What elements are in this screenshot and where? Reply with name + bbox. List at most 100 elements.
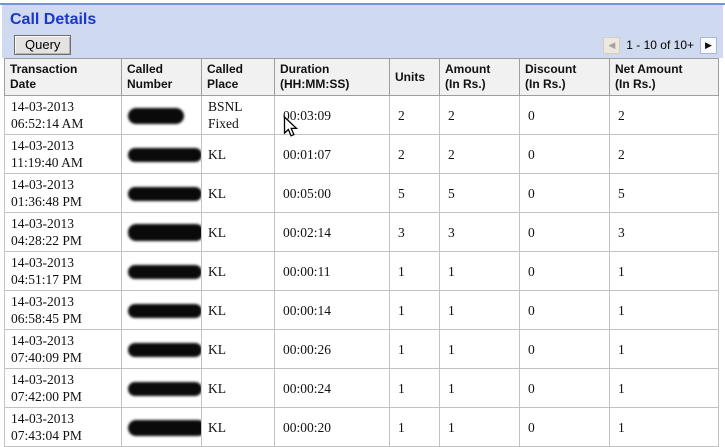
cell-transaction-date: 14-03-2013 07:42:00 PM [4,368,122,408]
cell-duration: 00:00:20 [274,407,390,447]
pagination-range-label: 1 - 10 of 10+ [626,38,694,52]
cell-units: 1 [389,329,440,369]
table-row: 14-03-2013 06:58:45 PM KL 00:00:14 1 1 0 1 [4,290,719,330]
cell-amount: 2 [439,95,520,135]
cell-transaction-date: 14-03-2013 11:19:40 AM [4,134,122,174]
cell-called-number [121,368,202,408]
next-page-button[interactable]: ▶ [700,36,717,54]
cell-amount: 3 [439,212,520,252]
cell-called-number [121,173,202,213]
cell-transaction-date: 14-03-2013 06:52:14 AM [4,95,122,135]
cell-duration: 00:00:11 [274,251,390,291]
cell-transaction-date: 14-03-2013 07:40:09 PM [4,329,122,369]
table-row: 14-03-2013 07:40:09 PM KL 00:00:26 1 1 0 1 [4,329,719,369]
header-band: Call Details Query ◀ 1 - 10 of 10+ ▶ [2,5,723,58]
cell-place: KL [201,251,275,291]
cell-units: 1 [389,290,440,330]
column-header-amount: Amount (In Rs.) [439,58,520,96]
column-header-discount: Discount (In Rs.) [519,58,610,96]
cell-net-amount: 2 [609,95,719,135]
cell-duration: 00:00:24 [274,368,390,408]
cell-place: KL [201,173,275,213]
right-triangle-icon: ▶ [705,39,712,50]
cell-amount: 2 [439,134,520,174]
cell-net-amount: 1 [609,368,719,408]
table-row: 14-03-2013 07:43:04 PM KL 00:00:20 1 1 0 1 [4,407,719,447]
cell-place: KL [201,329,275,369]
cell-duration: 00:00:14 [274,290,390,330]
cell-units: 1 [389,251,440,291]
cell-units: 1 [389,368,440,408]
table-row: 14-03-2013 06:52:14 AM BSNL Fixed 00:03:09 2… [4,95,719,135]
column-header-units: Units [389,58,440,96]
cell-discount: 0 [519,407,610,447]
cell-duration: 00:05:00 [274,173,390,213]
cell-units: 3 [389,212,440,252]
cell-place: KL [201,290,275,330]
redacted-number-blob [128,148,201,163]
cell-net-amount: 2 [609,134,719,174]
redacted-number-blob [128,107,184,124]
cell-transaction-date: 14-03-2013 06:58:45 PM [4,290,122,330]
cell-called-number [121,290,202,330]
column-header-called-number: Called Number [121,58,202,96]
cell-net-amount: 1 [609,290,719,330]
cell-amount: 1 [439,329,520,369]
query-button[interactable]: Query [14,35,72,55]
table-body: 14-03-2013 06:52:14 AM BSNL Fixed 00:03:09 2… [4,95,719,447]
column-header-duration: Duration (HH:MM:SS) [274,58,390,96]
top-divider-line [0,3,725,5]
pagination: ◀ 1 - 10 of 10+ ▶ [603,36,717,54]
cell-units: 1 [389,407,440,447]
cell-place: BSNL Fixed [201,95,275,135]
table-row: 14-03-2013 07:42:00 PM KL 00:00:24 1 1 0 1 [4,368,719,408]
cell-transaction-date: 14-03-2013 07:43:04 PM [4,407,122,447]
page-title: Call Details [10,11,97,28]
cell-units: 2 [389,134,440,174]
cell-discount: 0 [519,251,610,291]
table-row: 14-03-2013 11:19:40 AM KL 00:01:07 2 2 0 2 [4,134,719,174]
cell-called-number [121,212,202,252]
table-row: 14-03-2013 04:51:17 PM KL 00:00:11 1 1 0 1 [4,251,719,291]
table-row: 14-03-2013 04:28:22 PM KL 00:02:14 3 3 0 3 [4,212,719,252]
redacted-number-blob [128,304,201,319]
cell-called-number [121,95,202,135]
cell-called-number [121,407,202,447]
cell-discount: 0 [519,134,610,174]
cell-discount: 0 [519,368,610,408]
cell-amount: 1 [439,251,520,291]
cell-duration: 00:00:26 [274,329,390,369]
cell-discount: 0 [519,329,610,369]
redacted-number-blob [128,265,201,280]
cell-discount: 0 [519,290,610,330]
header-row: Transaction Date Called Number Called Place Du… [4,58,719,96]
redacted-number-blob [128,382,201,397]
cell-units: 2 [389,95,440,135]
cell-net-amount: 1 [609,407,719,447]
cell-called-number [121,134,202,174]
redacted-number-blob [128,419,201,436]
call-details-table: Transaction Date Called Number Called Place Du… [4,58,719,447]
redacted-number-blob [128,343,201,358]
cell-place: KL [201,368,275,408]
left-triangle-icon: ◀ [608,39,616,50]
redacted-number-blob [128,224,201,242]
previous-page-button[interactable]: ◀ [603,36,621,54]
cell-transaction-date: 14-03-2013 04:51:17 PM [4,251,122,291]
cell-net-amount: 3 [609,212,719,252]
cell-amount: 1 [439,407,520,447]
cell-place: KL [201,134,275,174]
cell-duration: 00:01:07 [274,134,390,174]
cell-net-amount: 1 [609,329,719,369]
cell-duration: 00:03:09 [274,95,390,135]
cell-duration: 00:02:14 [274,212,390,252]
cell-transaction-date: 14-03-2013 01:36:48 PM [4,173,122,213]
redacted-number-blob [128,187,201,202]
cell-net-amount: 5 [609,173,719,213]
cell-amount: 1 [439,290,520,330]
cell-amount: 1 [439,368,520,408]
cell-discount: 0 [519,212,610,252]
cell-amount: 5 [439,173,520,213]
cell-called-number [121,329,202,369]
column-header-net-amount: Net Amount (In Rs.) [609,58,719,96]
